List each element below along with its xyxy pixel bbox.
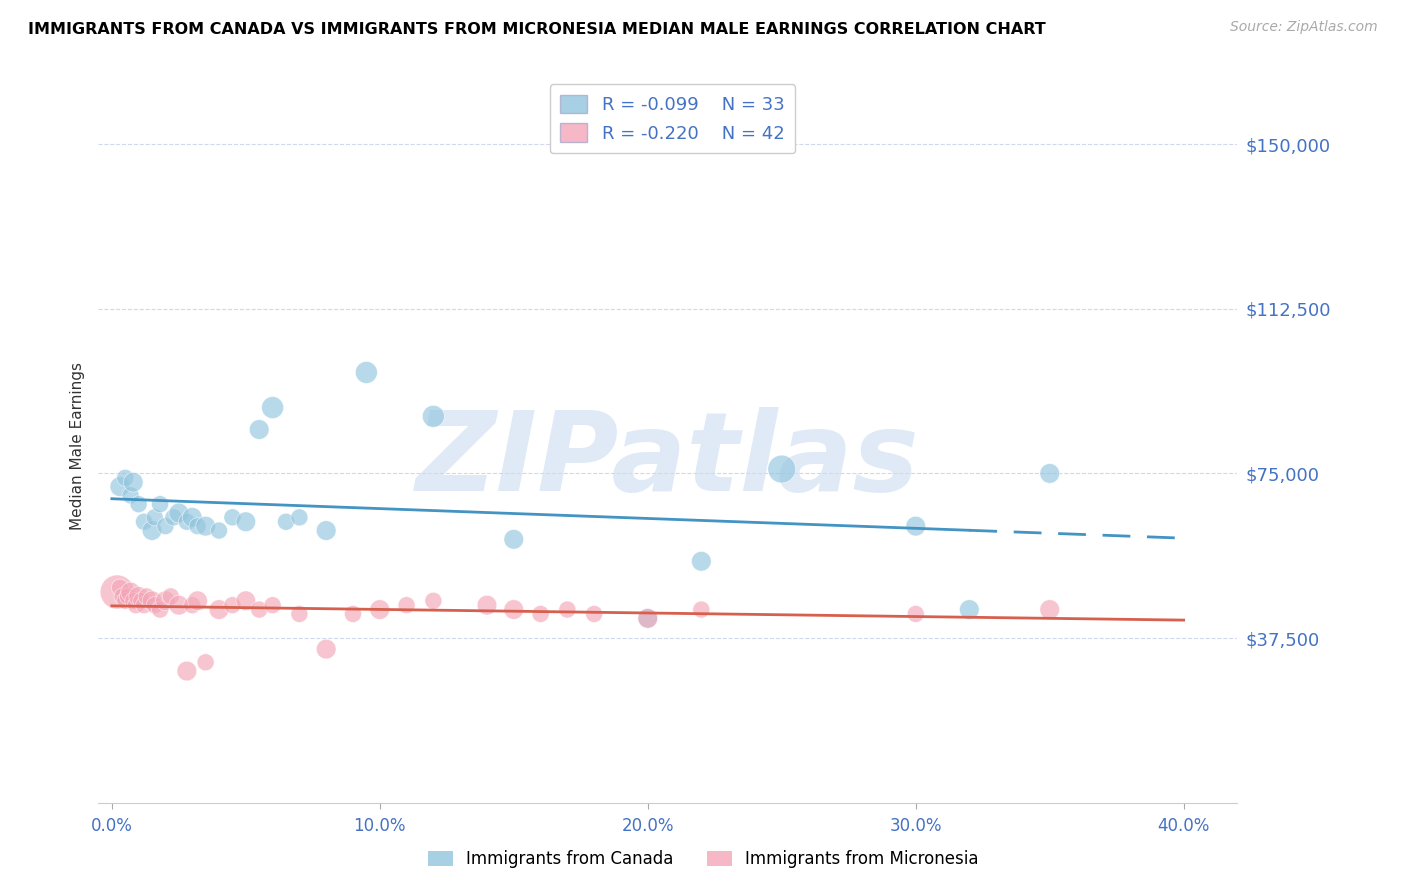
Point bbox=[141, 524, 163, 538]
Point bbox=[770, 462, 793, 476]
Point bbox=[208, 524, 231, 538]
Point bbox=[125, 598, 148, 612]
Point bbox=[117, 590, 139, 604]
Point bbox=[176, 664, 198, 678]
Point bbox=[187, 594, 209, 608]
Point bbox=[502, 602, 524, 616]
Point bbox=[904, 607, 927, 621]
Point bbox=[288, 510, 311, 524]
Point bbox=[422, 409, 444, 424]
Point bbox=[247, 423, 270, 437]
Point bbox=[122, 594, 145, 608]
Point bbox=[690, 602, 713, 616]
Point bbox=[111, 590, 134, 604]
Point bbox=[155, 594, 177, 608]
Legend: R = -0.099    N = 33, R = -0.220    N = 42: R = -0.099 N = 33, R = -0.220 N = 42 bbox=[550, 84, 796, 153]
Point bbox=[120, 488, 142, 502]
Point bbox=[128, 590, 150, 604]
Point bbox=[132, 515, 155, 529]
Point bbox=[132, 598, 155, 612]
Point bbox=[162, 510, 184, 524]
Point bbox=[167, 506, 190, 520]
Point bbox=[135, 590, 157, 604]
Point bbox=[274, 515, 297, 529]
Point bbox=[194, 655, 217, 669]
Point bbox=[288, 607, 311, 621]
Point bbox=[557, 602, 579, 616]
Point bbox=[194, 519, 217, 533]
Point bbox=[129, 594, 152, 608]
Legend: Immigrants from Canada, Immigrants from Micronesia: Immigrants from Canada, Immigrants from … bbox=[420, 844, 986, 875]
Text: ZIPatlas: ZIPatlas bbox=[416, 407, 920, 514]
Point bbox=[342, 607, 364, 621]
Point bbox=[637, 611, 659, 625]
Point bbox=[155, 519, 177, 533]
Point bbox=[176, 515, 198, 529]
Point bbox=[529, 607, 551, 621]
Point bbox=[167, 598, 190, 612]
Point bbox=[159, 590, 181, 604]
Point bbox=[904, 519, 927, 533]
Point bbox=[221, 598, 243, 612]
Point bbox=[122, 475, 145, 490]
Point bbox=[149, 497, 172, 511]
Point bbox=[181, 598, 204, 612]
Point bbox=[583, 607, 606, 621]
Point bbox=[114, 594, 136, 608]
Text: Source: ZipAtlas.com: Source: ZipAtlas.com bbox=[1230, 20, 1378, 34]
Point bbox=[262, 598, 284, 612]
Point bbox=[187, 519, 209, 533]
Point bbox=[957, 602, 980, 616]
Point bbox=[141, 594, 163, 608]
Point bbox=[221, 510, 243, 524]
Point bbox=[114, 471, 136, 485]
Point bbox=[208, 602, 231, 616]
Point bbox=[143, 510, 166, 524]
Point bbox=[149, 602, 172, 616]
Point bbox=[395, 598, 418, 612]
Point bbox=[128, 497, 150, 511]
Point bbox=[315, 642, 337, 657]
Point bbox=[235, 594, 257, 608]
Point bbox=[475, 598, 498, 612]
Point bbox=[105, 585, 128, 599]
Point bbox=[262, 401, 284, 415]
Point bbox=[690, 554, 713, 568]
Y-axis label: Median Male Earnings: Median Male Earnings bbox=[69, 362, 84, 530]
Point bbox=[637, 611, 659, 625]
Point bbox=[247, 602, 270, 616]
Point bbox=[108, 480, 131, 494]
Point bbox=[235, 515, 257, 529]
Text: IMMIGRANTS FROM CANADA VS IMMIGRANTS FROM MICRONESIA MEDIAN MALE EARNINGS CORREL: IMMIGRANTS FROM CANADA VS IMMIGRANTS FRO… bbox=[28, 22, 1046, 37]
Point bbox=[1039, 467, 1062, 481]
Point bbox=[143, 598, 166, 612]
Point bbox=[1039, 602, 1062, 616]
Point bbox=[120, 585, 142, 599]
Point bbox=[422, 594, 444, 608]
Point bbox=[356, 366, 378, 380]
Point bbox=[181, 510, 204, 524]
Point bbox=[315, 524, 337, 538]
Point bbox=[108, 581, 131, 595]
Point bbox=[368, 602, 391, 616]
Point bbox=[502, 533, 524, 547]
